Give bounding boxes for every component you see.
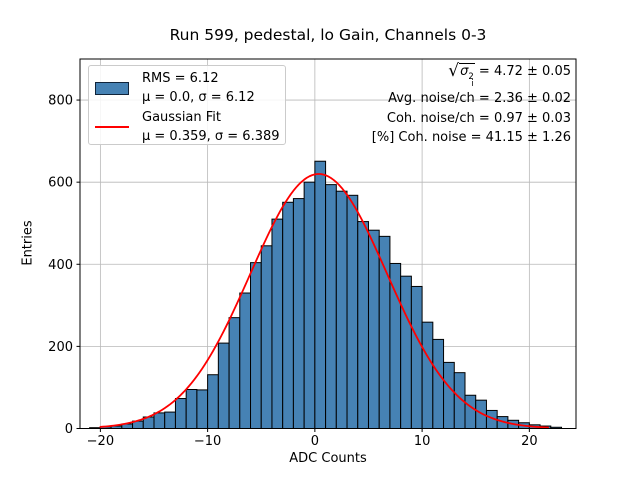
histogram-bar [260,245,273,429]
x-axis-label: ADC Counts [289,451,367,466]
sigma-sqrt-value: = 4.72 ± 0.05 [474,64,571,79]
histogram-bar [303,181,316,429]
histogram-bar [400,275,412,429]
histogram-bar [335,190,348,429]
radical-sign: √ [448,61,460,81]
histogram-swatch-icon [95,82,129,95]
stats-annotations: √σ 2 i = 4.72 ± 0.05 Avg. noise/ch = 2.36 … [371,61,571,148]
sigma-symbol: σ [460,64,469,79]
histogram-bar [314,160,327,429]
legend-entry-gaussian-fit: Gaussian Fit μ = 0.359, σ = 6.389 [95,108,285,146]
histogram-bar [378,235,391,429]
x-tick-label: −20 [87,434,114,449]
histogram-bar [239,292,252,429]
sigma-sqrt-stat: √σ 2 i = 4.72 ± 0.05 [448,61,571,89]
histogram-bar [432,338,445,429]
legend-fit-label-line2: μ = 0.359, σ = 6.389 [142,129,280,144]
histogram-bar [153,412,166,429]
histogram-bar [325,184,337,429]
histogram-bar [282,201,294,429]
coh-noise-stat: Coh. noise/ch = 0.97 ± 0.03 [386,110,571,126]
histogram-bar [421,321,434,430]
legend-fit-label-line1: Gaussian Fit [142,110,222,125]
histogram-bar [346,194,359,429]
y-tick-label: 800 [48,94,73,109]
x-tick-label: 0 [311,434,319,449]
histogram-bar [443,361,455,429]
histogram-bar [271,218,284,429]
chart-title: Run 599, pedestal, lo Gain, Channels 0-3 [169,26,487,44]
histogram-bar [228,317,241,429]
histogram-bar [174,398,187,429]
coh-noise-pct-stat: [%] Coh. noise = 41.15 ± 1.26 [371,130,571,145]
legend-hist-label-line1: RMS = 6.12 [142,71,219,86]
x-tick-label: −10 [194,434,221,449]
y-tick-label: 400 [48,258,73,273]
gaussian-fit-curve [99,173,550,429]
avg-noise-stat: Avg. noise/ch = 2.36 ± 0.02 [388,91,571,106]
legend-hist-label-line2: μ = 0.0, σ = 6.12 [142,90,255,105]
y-tick-label: 600 [48,176,73,191]
histogram-bar [164,411,176,429]
histogram-bar [357,221,369,429]
x-tick-label: 10 [414,434,431,449]
x-tick-label: 20 [521,434,538,449]
histogram-bar [410,285,423,430]
histogram-bar [367,229,380,429]
histogram-bar [217,342,230,430]
histogram-bar [464,394,477,429]
histogram-bar [196,389,209,430]
axes-spines [79,58,577,429]
histogram-bar [250,262,262,430]
y-tick-label: 200 [48,340,73,355]
y-tick-label: 0 [65,422,73,437]
histogram-bar [292,198,305,429]
histogram-bar [389,262,402,429]
histogram-bar [185,389,198,429]
legend: RMS = 6.12 μ = 0.0, σ = 6.12 Gaussian Fi… [88,65,286,145]
fit-line-swatch-icon [95,126,129,128]
histogram-bar [207,374,219,429]
legend-entry-histogram: RMS = 6.12 μ = 0.0, σ = 6.12 [95,69,285,107]
y-axis-label: Entries [20,220,36,266]
